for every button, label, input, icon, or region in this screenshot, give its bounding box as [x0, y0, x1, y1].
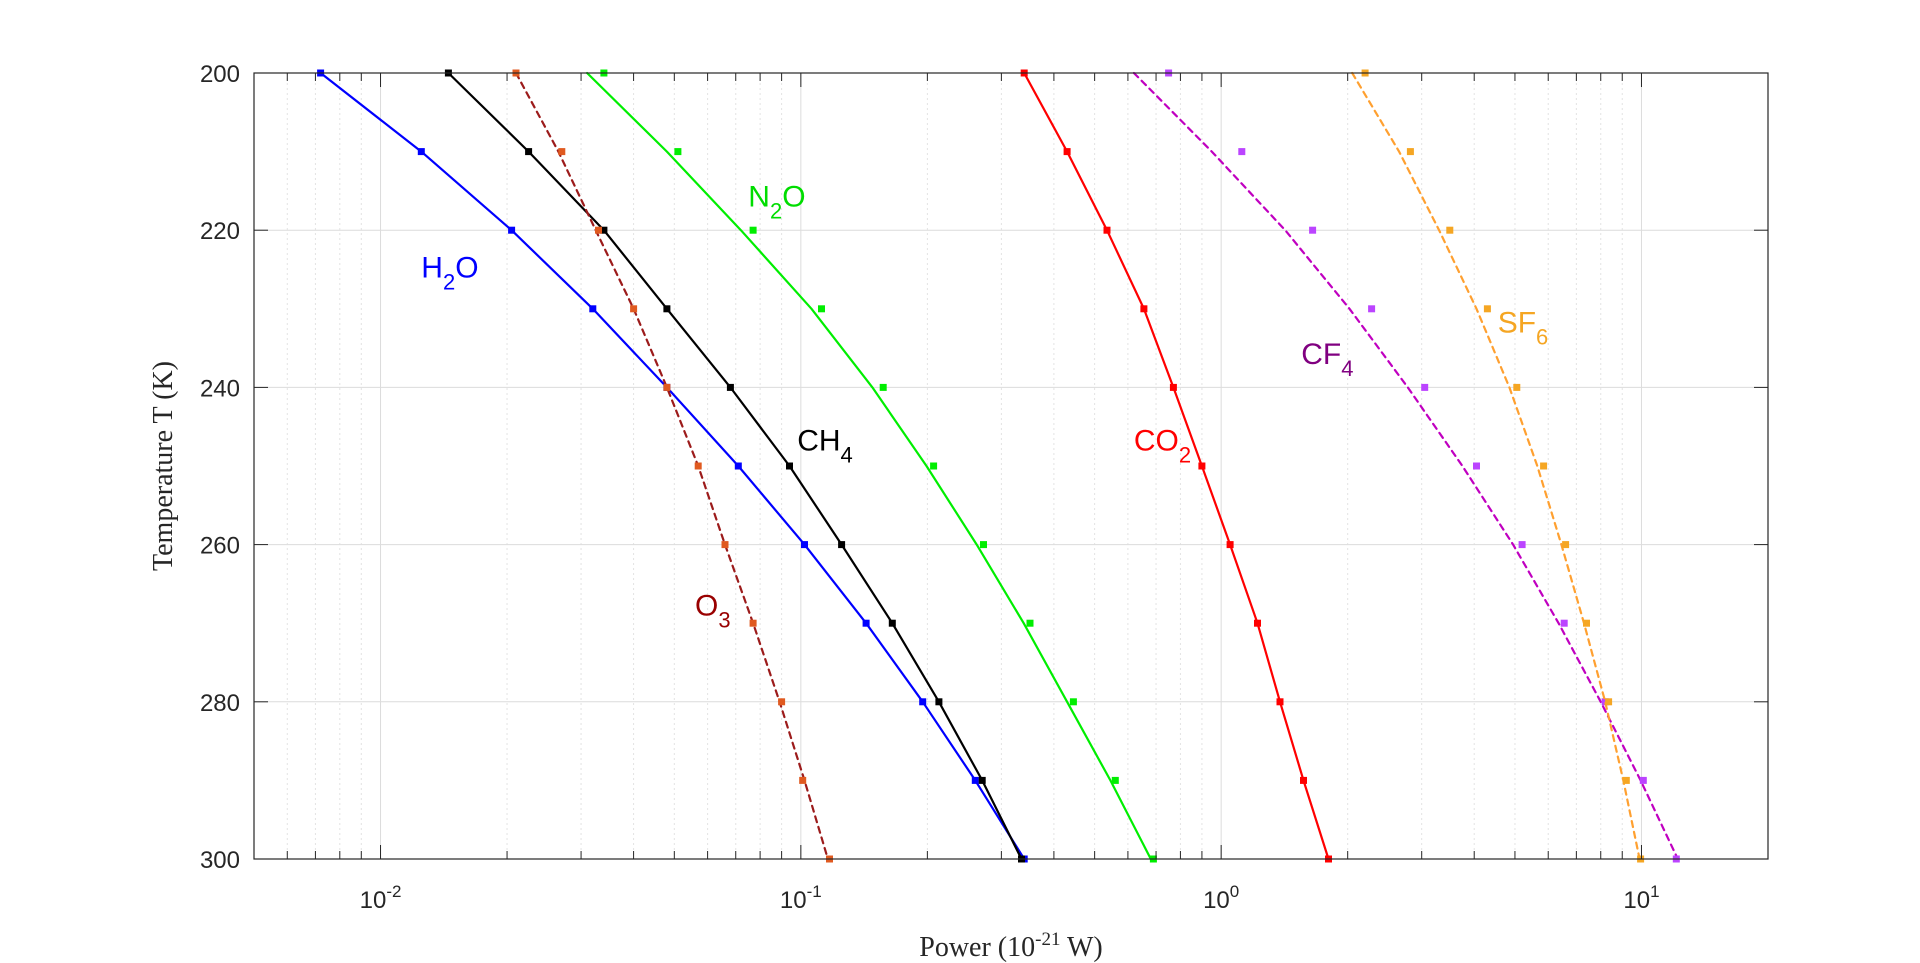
x-axis-title-exponent: -21 [1035, 929, 1060, 950]
data-point-CH4 [525, 148, 533, 156]
data-point-H2O [801, 541, 808, 549]
data-point-N2O [980, 541, 987, 549]
data-point-CF4 [1473, 462, 1480, 470]
series-label-CO2: CO2 [1134, 424, 1191, 467]
data-point-CO2 [1103, 226, 1111, 234]
data-point-H2O [589, 305, 597, 313]
data-point-CH4 [786, 462, 793, 470]
data-point-H2O [508, 226, 516, 234]
data-point-O3 [694, 462, 702, 470]
data-point-CF4 [1238, 148, 1246, 156]
data-point-N2O [1069, 698, 1077, 706]
data-point-O3 [721, 541, 729, 549]
data-point-SF6 [1446, 226, 1454, 234]
data-point-CF4 [1421, 383, 1429, 391]
plot-frame [253, 72, 1769, 860]
data-point-CH4 [663, 305, 671, 313]
data-point-CH4 [888, 619, 896, 627]
data-point-SF6 [1562, 541, 1570, 549]
y-tick-label: 280 [200, 690, 240, 717]
series-line-CF4 [1132, 71, 1679, 861]
data-point-H2O [919, 698, 927, 706]
data-point-SF6 [1605, 698, 1613, 706]
data-point-CF4 [1639, 776, 1647, 784]
ticks: 200 220 240 260 280 300 10-2 10-1 100 101 [200, 61, 1769, 914]
data-point-CF4 [1518, 541, 1526, 549]
data-point-SF6 [1583, 619, 1590, 627]
data-point-CO2 [1198, 462, 1206, 470]
data-point-N2O [1111, 776, 1119, 784]
data-point-N2O [1026, 619, 1034, 627]
data-point-O3 [630, 305, 638, 313]
data-point-CH4 [600, 226, 608, 234]
data-point-CF4 [1309, 226, 1317, 234]
series-label-O3: O3 [695, 589, 731, 632]
series-line-N2O [585, 71, 1152, 861]
data-point-SF6 [1406, 148, 1414, 156]
data-point-N2O [818, 305, 825, 313]
grid [253, 72, 1769, 860]
y-axis-title: Temperature T (K) [148, 361, 179, 571]
data-point-CO2 [1254, 619, 1261, 627]
data-point-H2O [417, 148, 425, 156]
data-point-CH4 [838, 541, 846, 549]
data-point-O3 [799, 776, 807, 784]
data-point-CF4 [1368, 305, 1376, 313]
data-point-O3 [749, 619, 757, 627]
series-label-CF4: CF4 [1301, 338, 1353, 381]
data-point-CH4 [978, 776, 986, 784]
data-point-CO2 [1226, 541, 1234, 549]
data-point-CO2 [1169, 383, 1177, 391]
series-line-SF6 [1351, 71, 1641, 861]
data-point-N2O [749, 226, 757, 234]
data-point-N2O [879, 383, 887, 391]
data-point-H2O [862, 619, 870, 627]
data-point-H2O [734, 462, 742, 470]
data-point-H2O [971, 776, 979, 784]
series-label-N2O: N2O [748, 181, 805, 224]
series-label-SF6: SF6 [1498, 306, 1549, 349]
x-axis-title-unit: W) [1060, 932, 1102, 963]
series-labels: H2O CH4 O3 N2O CO2 CF4 SF6 [421, 181, 1548, 633]
series-label-H2O: H2O [421, 251, 478, 294]
y-tick-label: 300 [200, 847, 240, 874]
y-tick-label: 260 [200, 533, 240, 560]
y-tick-label: 240 [200, 375, 240, 402]
y-tick-label: 220 [200, 218, 240, 245]
x-axis-title: Power (10-21 W) [919, 929, 1102, 963]
y-tick-label: 200 [200, 61, 240, 88]
x-tick-label: 100 [1203, 882, 1239, 914]
data-point-SF6 [1483, 305, 1491, 313]
data-point-CO2 [1140, 305, 1148, 313]
x-tick-label: 101 [1623, 882, 1659, 914]
plot-background [254, 73, 1768, 859]
data-point-CO2 [1063, 148, 1071, 156]
data-point-CF4 [1560, 619, 1568, 627]
data-point-O3 [558, 148, 566, 156]
series-label-CH4: CH4 [797, 424, 853, 467]
data-point-N2O [930, 462, 938, 470]
data-point-O3 [663, 383, 671, 391]
data-point-CO2 [1300, 776, 1307, 784]
x-tick-label: 10-2 [360, 882, 402, 914]
data-point-CH4 [726, 383, 734, 391]
data-point-N2O [674, 148, 682, 156]
data-point-CH4 [935, 698, 943, 706]
data-point-O3 [778, 698, 786, 706]
data-point-CO2 [1276, 698, 1284, 706]
data-point-SF6 [1622, 776, 1630, 784]
data-point-SF6 [1540, 462, 1548, 470]
data-point-O3 [595, 226, 602, 234]
data-point-SF6 [1513, 383, 1521, 391]
x-tick-label: 10-1 [780, 882, 822, 914]
